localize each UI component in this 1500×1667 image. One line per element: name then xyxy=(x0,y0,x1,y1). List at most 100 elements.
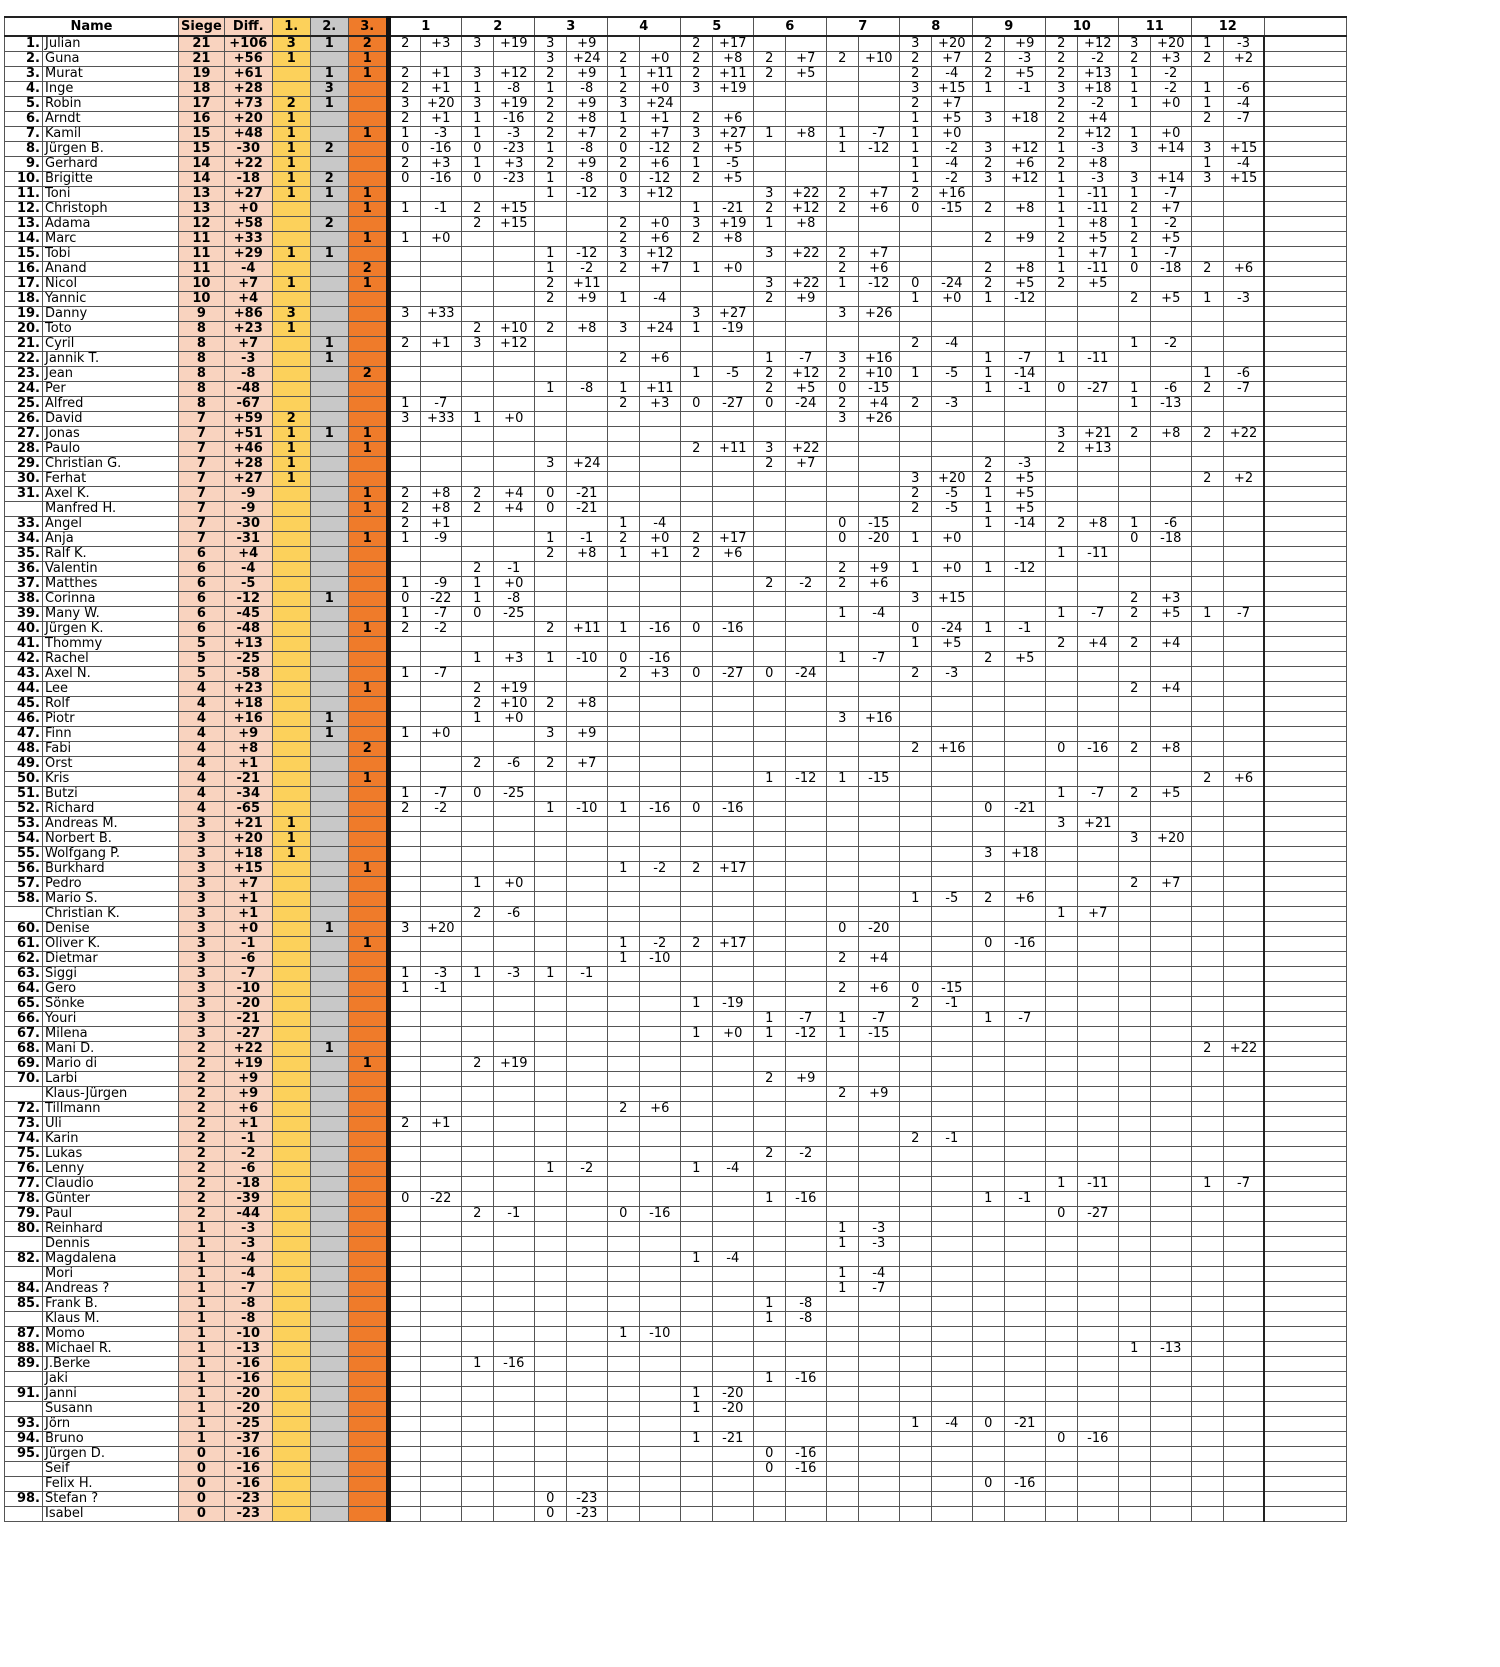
rank-cell: 30. xyxy=(4,471,43,487)
round-10-diff: +12 xyxy=(1076,126,1119,142)
third-place-count: 1 xyxy=(347,861,391,877)
round-5-place xyxy=(679,846,713,862)
round-1-place xyxy=(387,456,421,472)
round-1-place xyxy=(387,1236,421,1252)
round-2-place: 1 xyxy=(460,966,494,982)
round-11-diff xyxy=(1149,321,1192,337)
table-row: 84. Andreas ? 1 -7 1 -7 xyxy=(4,1281,1347,1297)
name-cell: Toto xyxy=(42,321,179,337)
round-6-diff xyxy=(784,261,827,277)
round-3-diff xyxy=(565,1431,608,1447)
round-3-diff: -10 xyxy=(565,801,608,817)
round-2-place xyxy=(460,996,494,1012)
round-7-place: 2 xyxy=(825,366,859,382)
round-7-diff: +6 xyxy=(857,261,900,277)
round-2-place xyxy=(460,1251,494,1267)
round-6-place xyxy=(752,501,786,517)
round-9-diff xyxy=(1003,1101,1046,1117)
round-7-place: 2 xyxy=(825,51,859,67)
round-4-place xyxy=(606,1266,640,1282)
diff-cell: -4 xyxy=(223,261,273,277)
round-12-place xyxy=(1190,1401,1224,1417)
first-place-count xyxy=(271,231,311,247)
rank-cell: 42. xyxy=(4,651,43,667)
round-10-place xyxy=(1044,1476,1078,1492)
second-place-count xyxy=(309,1326,349,1342)
siege-cell: 2 xyxy=(178,1116,225,1132)
round-9-diff: +5 xyxy=(1003,471,1046,487)
rank-cell xyxy=(4,1401,43,1417)
round-4-place: 2 xyxy=(606,1101,640,1117)
round-5-diff xyxy=(711,351,754,367)
round-2-place xyxy=(460,396,494,412)
rank-cell: 23. xyxy=(4,366,43,382)
diff-cell: -3 xyxy=(223,1236,273,1252)
round-11-place xyxy=(1117,1311,1151,1327)
round-1-place: 1 xyxy=(387,606,421,622)
round-2-diff xyxy=(492,1296,535,1312)
round-6-place: 0 xyxy=(752,1446,786,1462)
round-9-place xyxy=(971,681,1005,697)
third-place-count xyxy=(347,1281,391,1297)
trailing-cell xyxy=(1263,126,1347,142)
round-6-place: 0 xyxy=(752,396,786,412)
round-1-place xyxy=(387,1176,421,1192)
second-place-count xyxy=(309,771,349,787)
round-7-place xyxy=(825,741,859,757)
round-2-place: 3 xyxy=(460,96,494,112)
round-4-place: 2 xyxy=(606,156,640,172)
round-6-diff xyxy=(784,1401,827,1417)
round-5-diff: -20 xyxy=(711,1401,754,1417)
round-8-diff xyxy=(930,651,973,667)
third-place-count xyxy=(347,591,391,607)
round-11-diff xyxy=(1149,1011,1192,1027)
round-8-diff xyxy=(930,816,973,832)
round-4-place: 1 xyxy=(606,546,640,562)
round-6-place xyxy=(752,1251,786,1267)
round-4-place xyxy=(606,1011,640,1027)
round-1-diff: +1 xyxy=(419,81,462,97)
round-8-place xyxy=(898,516,932,532)
name-cell: Finn xyxy=(42,726,179,742)
rank-cell: 75. xyxy=(4,1146,43,1162)
round-9-place: 3 xyxy=(971,846,1005,862)
round-11-place xyxy=(1117,651,1151,667)
round-3-diff: +24 xyxy=(565,456,608,472)
round-7-place: 1 xyxy=(825,1221,859,1237)
round-11-diff: -18 xyxy=(1149,261,1192,277)
round-6-place: 1 xyxy=(752,126,786,142)
round-2-place xyxy=(460,1221,494,1237)
round-2-place xyxy=(460,471,494,487)
round-12-place xyxy=(1190,1446,1224,1462)
table-row: Christian K. 3 +1 2 -6 1 +7 xyxy=(4,906,1347,922)
round-3-diff: -12 xyxy=(565,186,608,202)
round-4-place: 3 xyxy=(606,96,640,112)
round-6-diff: +7 xyxy=(784,51,827,67)
round-7-place: 1 xyxy=(825,1236,859,1252)
round-10-diff xyxy=(1076,1281,1119,1297)
round-3-place xyxy=(533,606,567,622)
round-2-diff: +0 xyxy=(492,576,535,592)
first-place-count xyxy=(271,1056,311,1072)
second-place-count xyxy=(309,1371,349,1387)
round-10-diff xyxy=(1076,1491,1119,1507)
round-11-diff xyxy=(1149,906,1192,922)
round-10-place: 2 xyxy=(1044,126,1078,142)
round-4-place: 1 xyxy=(606,291,640,307)
second-place-count xyxy=(309,321,349,337)
round-3-place: 3 xyxy=(533,35,567,52)
name-cell: Fabi xyxy=(42,741,179,757)
name-cell: Yannic xyxy=(42,291,179,307)
siege-cell: 1 xyxy=(178,1251,225,1267)
third-place-count: 1 xyxy=(347,441,391,457)
rank-cell: 14. xyxy=(4,231,43,247)
round-1-diff xyxy=(419,936,462,952)
siege-cell: 12 xyxy=(178,216,225,232)
round-5-place xyxy=(679,756,713,772)
third-place-count xyxy=(347,1011,391,1027)
table-row: Seif 0 -16 0 -16 xyxy=(4,1461,1347,1477)
siege-cell: 1 xyxy=(178,1281,225,1297)
trailing-cell xyxy=(1263,1056,1347,1072)
round-4-diff xyxy=(638,1221,681,1237)
round-6-diff xyxy=(784,411,827,427)
